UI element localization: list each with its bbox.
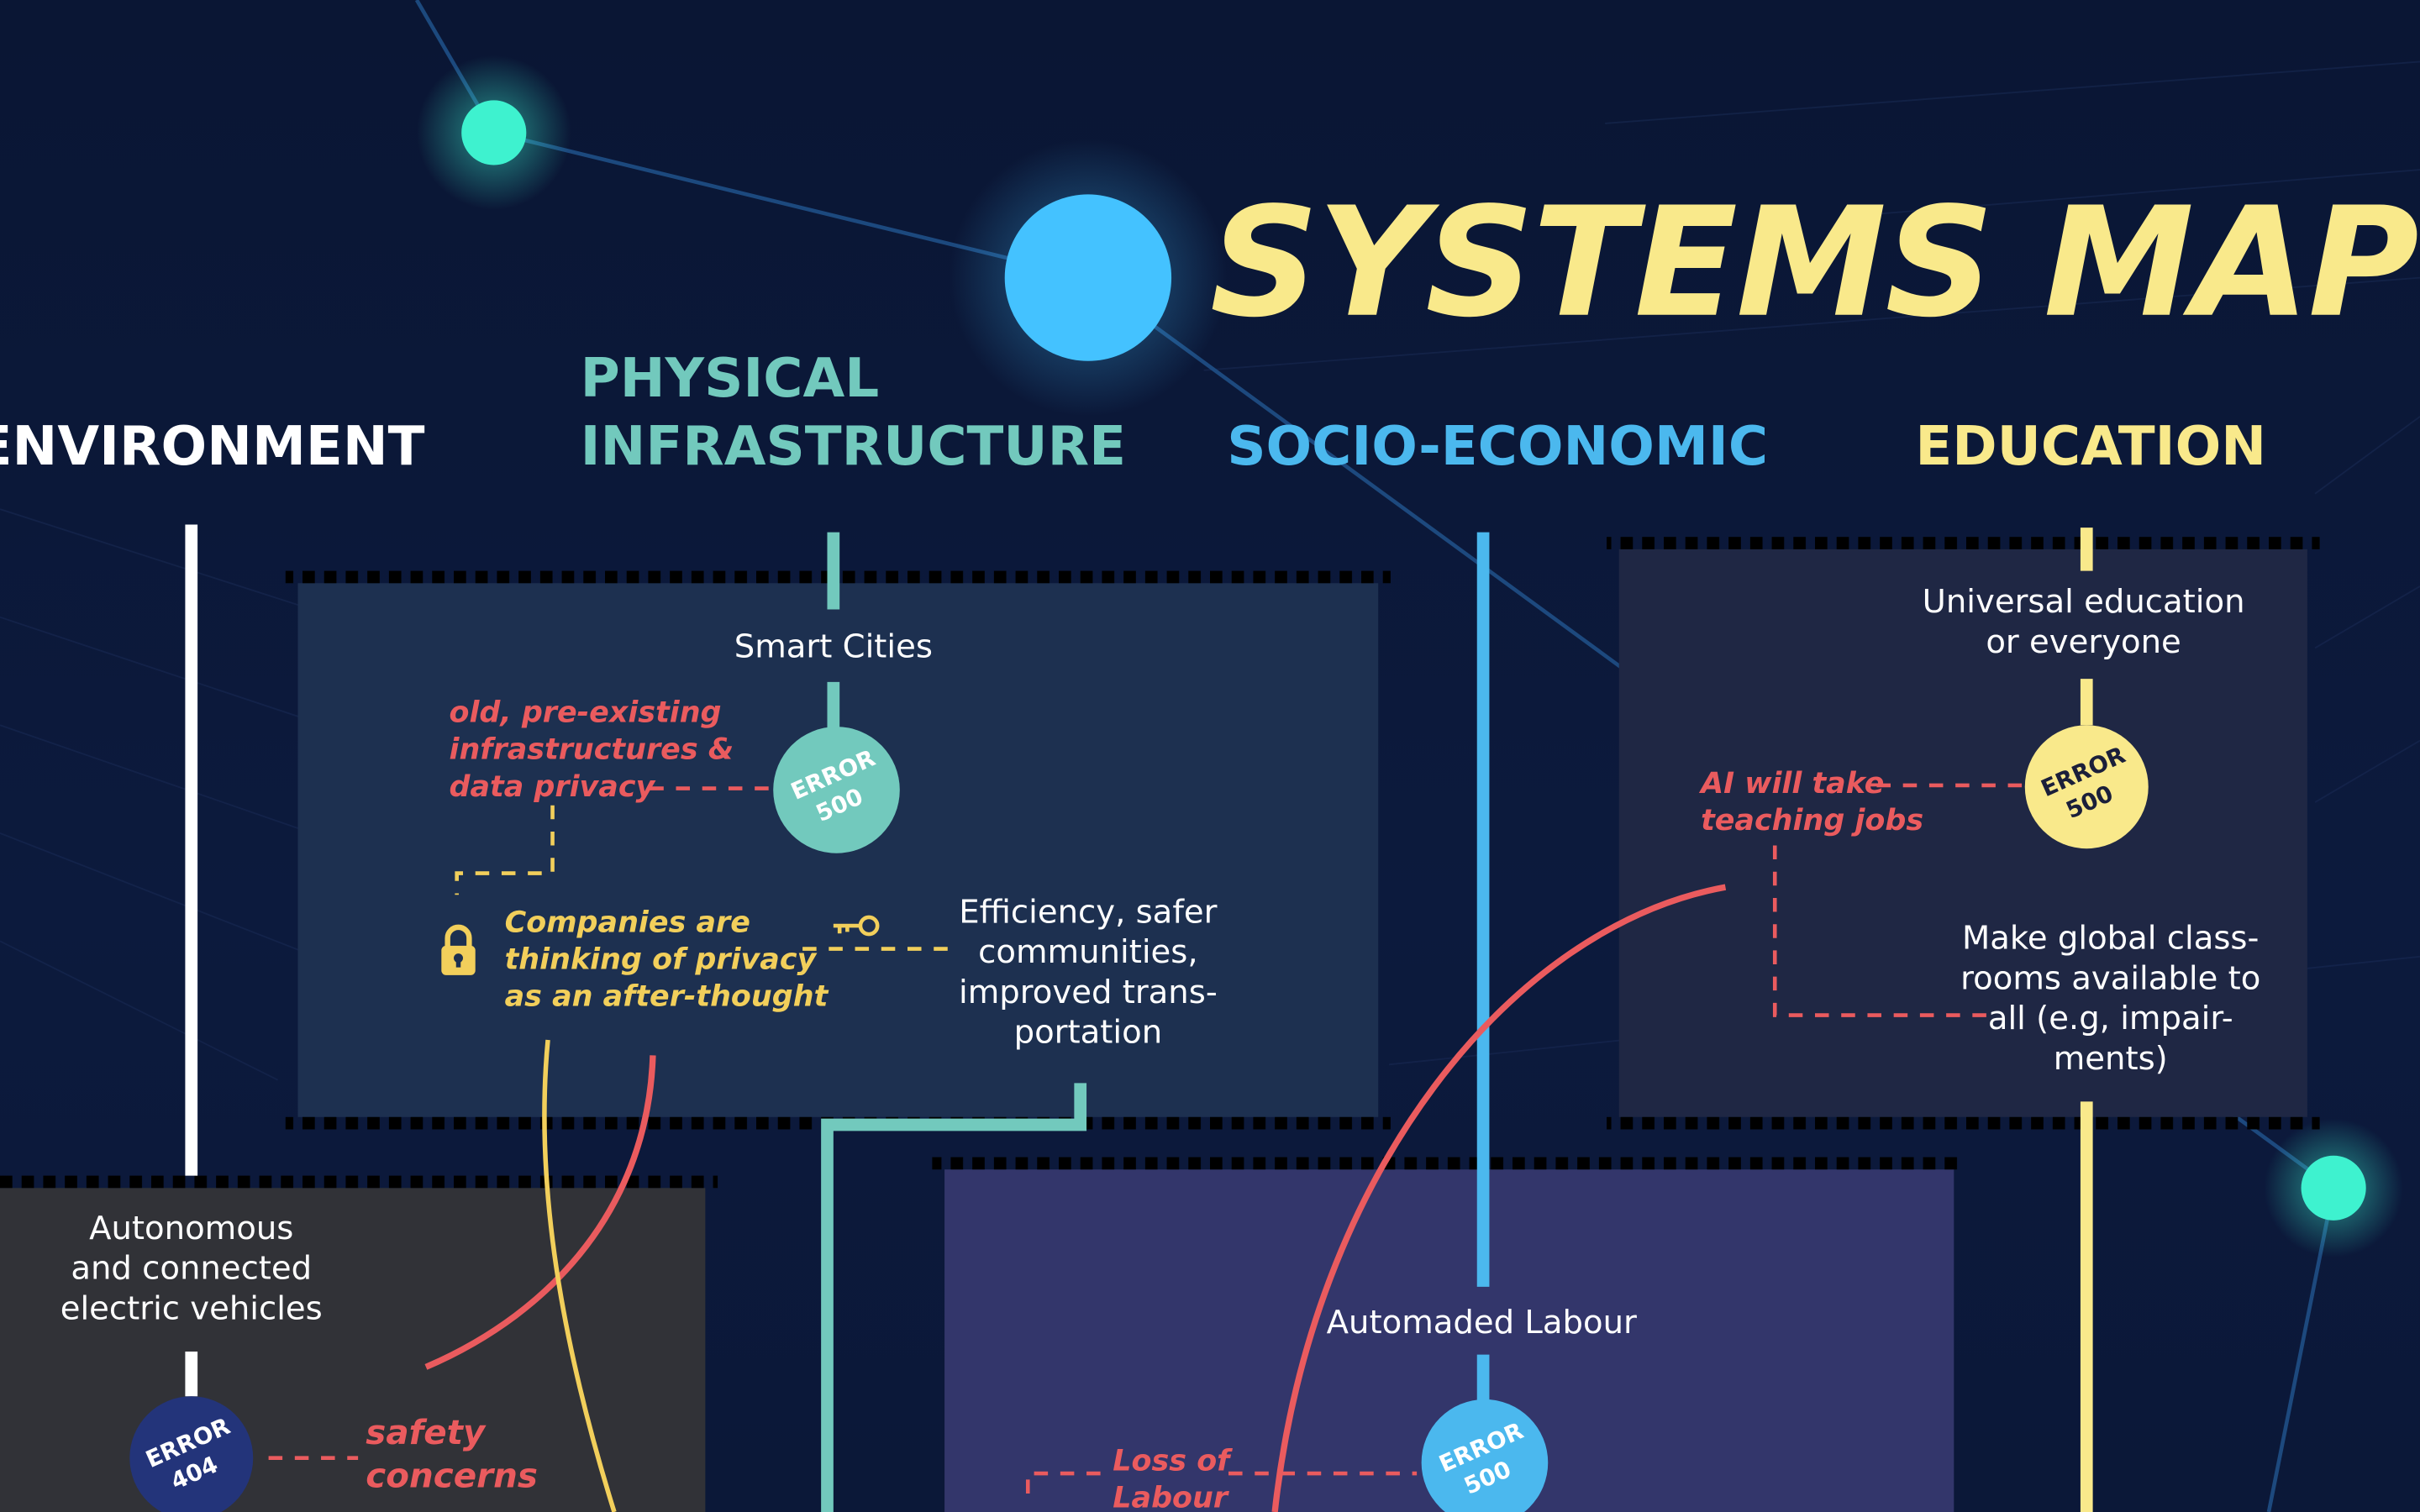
issue-loss-of-labour: Loss of Labour: [1113, 1444, 1230, 1512]
error-badge-smart-cities: ERROR 500: [773, 727, 900, 853]
benefit-efficiency: Efficiency, safer communities, improved …: [959, 893, 1218, 1051]
issue-old-infrastructure: old, pre-existing infrastructures & data…: [449, 696, 734, 804]
lock-icon: [439, 922, 479, 978]
page-title: SYSTEMS MAP: [1209, 176, 2419, 352]
key-icon: [830, 912, 882, 940]
glow-dot-blue-title: [1004, 194, 1172, 361]
category-physical-line1: PHYSICAL: [580, 349, 880, 411]
error-badge-vehicles: ERROR 404: [129, 1396, 254, 1512]
glow-dot-green-top: [461, 100, 527, 165]
curve-privacy-yellow: [542, 1039, 617, 1512]
curve-privacy-to-vehicles: [424, 1055, 656, 1370]
node-automated-labour: Automaded Labour: [1326, 1304, 1637, 1341]
node-smart-cities: Smart Cities: [734, 627, 933, 665]
category-environment: ENVIRONMENT: [0, 416, 425, 479]
node-universal-education: Universal education or everyone: [1922, 583, 2245, 661]
issue-safety-concerns: safety concerns: [366, 1415, 538, 1497]
node-autonomous-vehicles: Autonomous and connected electric vehicl…: [60, 1209, 323, 1327]
category-physical-line2: INFRASTRUCTURE: [580, 416, 1127, 479]
benefit-global-classrooms: Make global class- rooms available to al…: [1960, 919, 2261, 1078]
curve-ai-to-labour: [1271, 884, 1727, 1512]
category-physical-infrastructure: PHYSICAL INFRASTRUCTURE: [581, 345, 1126, 481]
issue-privacy-afterthought: Companies are thinking of privacy as an …: [504, 906, 829, 1014]
glow-dot-green-right: [2301, 1155, 2366, 1221]
error-badge-labour: ERROR 500: [1421, 1399, 1549, 1512]
error-badge-education: ERROR 500: [2024, 725, 2149, 849]
category-socio-economic: SOCIO-ECONOMIC: [1227, 416, 1769, 479]
panel-education: [1607, 537, 2320, 1130]
physical-connector: [821, 1083, 1087, 1512]
category-education: EDUCATION: [1915, 416, 2267, 479]
issue-ai-teaching-jobs: AI will take teaching jobs: [1701, 766, 1924, 838]
